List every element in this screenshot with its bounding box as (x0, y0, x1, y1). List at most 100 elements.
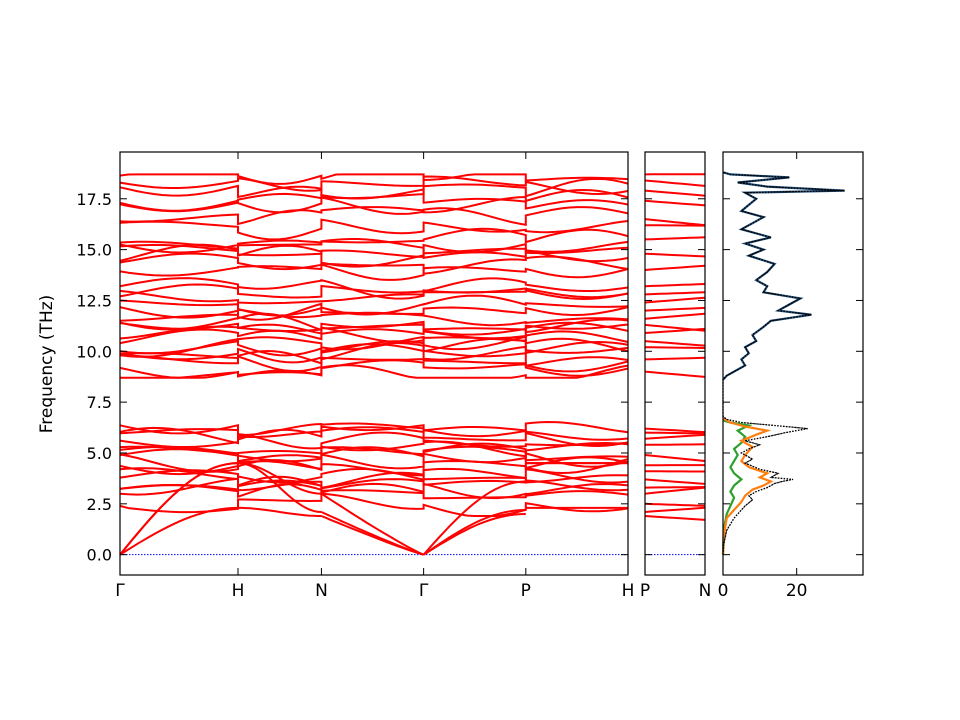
y-tick-label: 5.0 (87, 444, 112, 463)
branch-band (644, 283, 706, 288)
branch-band (645, 443, 706, 446)
optical-band (119, 483, 629, 500)
optical-band (119, 252, 629, 275)
optical-band (119, 173, 629, 185)
optical-band (119, 426, 629, 448)
x-tick-label: N (315, 581, 328, 601)
acoustic-band (119, 506, 239, 556)
acoustic-band (237, 462, 322, 513)
x-tick-label: H (622, 581, 635, 601)
optical-band (119, 475, 629, 500)
x-tick-label: P (521, 581, 531, 601)
optical-band (119, 240, 629, 259)
acoustic-band (422, 480, 526, 556)
branch-band (644, 427, 706, 434)
optical-band (119, 420, 629, 436)
optical-band (120, 364, 629, 379)
branch-band (644, 486, 706, 495)
branch-band (644, 340, 706, 347)
optical-band (119, 206, 629, 226)
optical-band (119, 277, 629, 300)
branch-band (644, 486, 706, 489)
branch-band (644, 312, 706, 320)
x-tick-label: 20 (786, 581, 808, 601)
acoustic-band (237, 462, 322, 495)
x-tick-label: H (232, 581, 245, 601)
y-tick-label: 7.5 (87, 393, 112, 412)
optical-band (119, 321, 629, 344)
optical-band (119, 227, 629, 254)
branch-band (644, 236, 706, 241)
branch-band (644, 506, 706, 513)
acoustic-band (320, 511, 424, 556)
branch-band (644, 323, 706, 332)
optical-band (119, 440, 629, 458)
branch-band (644, 356, 706, 361)
optical-band (119, 177, 629, 200)
branch-band (644, 252, 706, 258)
optical-band (119, 238, 629, 255)
y-axis-label: Frequency (THz) (37, 295, 57, 434)
branch-band (644, 370, 706, 378)
optical-band (119, 328, 629, 345)
branch-band (644, 306, 706, 312)
x-tick-label: Γ (419, 581, 429, 601)
branch-band (644, 478, 706, 485)
dos-series (722, 171, 845, 381)
y-tick-label: 12.5 (76, 291, 112, 310)
y-tick-label: 0.0 (87, 546, 112, 565)
branch-band (644, 515, 706, 521)
band-structure-panel: 0.0 2.5 5.0 7.5 10.0 12.5 15.0 17.5 Γ H N Γ P H (76, 151, 635, 601)
acoustic-band (238, 506, 322, 517)
optical-band (119, 289, 629, 305)
dos-series (721, 417, 774, 555)
optical-band (119, 192, 629, 215)
optical-band (119, 492, 629, 517)
optical-band (119, 452, 629, 475)
branch-band (644, 189, 706, 197)
acoustic-band (423, 513, 526, 556)
branch-band (644, 502, 706, 507)
acoustic-band (423, 508, 526, 556)
y-tick-label: 17.5 (76, 190, 112, 209)
band-structure-frame (119, 151, 629, 576)
optical-band (119, 335, 629, 355)
branch-band (644, 264, 706, 271)
dos-total-series (722, 171, 845, 555)
branch-frame (644, 151, 706, 576)
optical-band (119, 322, 629, 336)
optical-band (119, 283, 629, 299)
branch-band (644, 199, 706, 207)
branch-band (644, 291, 706, 296)
optical-band (119, 175, 629, 196)
branch-band (644, 346, 706, 349)
x-tick-label: Γ (115, 581, 125, 601)
dos-panel: 0 20 (718, 151, 864, 601)
optical-band (119, 299, 629, 317)
x-tick-label: 0 (718, 581, 729, 601)
optical-band (119, 352, 629, 377)
optical-band (119, 356, 629, 379)
branch-band (644, 296, 706, 304)
branch-band (644, 179, 706, 187)
y-tick-label: 15.0 (76, 241, 112, 260)
optical-band (119, 337, 629, 358)
optical-band (119, 423, 629, 442)
branch-band (644, 431, 706, 435)
x-tick-label: N (699, 581, 712, 601)
y-tick-label: 10.0 (76, 342, 112, 361)
y-tick-label: 2.5 (87, 495, 112, 514)
acoustic-band (320, 492, 425, 556)
branch-band (644, 218, 706, 227)
dos-series (721, 419, 753, 555)
optical-band (119, 218, 629, 241)
x-tick-label: P (640, 581, 650, 601)
optical-band (119, 431, 629, 450)
branch-band (644, 433, 706, 440)
optical-band (119, 469, 629, 490)
optical-band (119, 263, 629, 281)
branch-band (644, 454, 706, 462)
dos-frame (722, 151, 864, 576)
